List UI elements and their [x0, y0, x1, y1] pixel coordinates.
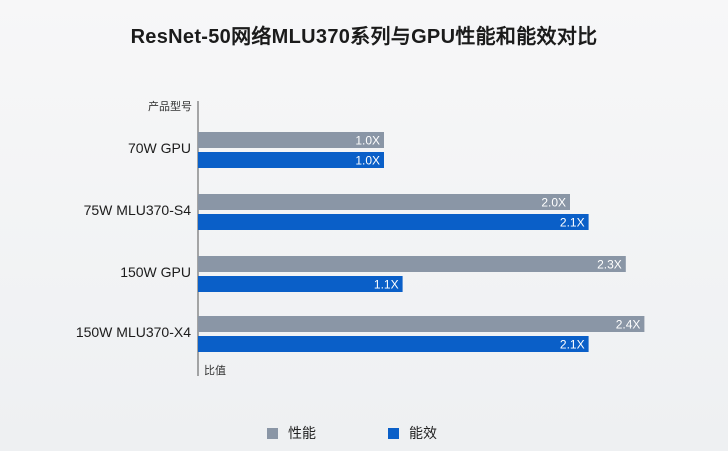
bar-efficiency — [198, 214, 589, 230]
data-label: 2.1X — [560, 338, 585, 352]
category-label: 75W MLU370-S4 — [84, 202, 192, 218]
category-label: 150W MLU370-X4 — [76, 324, 191, 340]
y-axis-label: 产品型号 — [148, 99, 192, 113]
data-label: 2.4X — [616, 318, 641, 332]
legend: 性能 能效 — [0, 423, 728, 443]
chart-title: ResNet-50网络MLU370系列与GPU性能和能效对比 — [130, 26, 598, 48]
data-label: 1.0X — [355, 134, 380, 148]
bar-efficiency — [198, 276, 403, 292]
legend-item-efficiency: 能效 — [388, 423, 437, 443]
data-label: 2.0X — [541, 196, 566, 210]
bar-performance — [198, 132, 384, 148]
bar-performance — [198, 194, 570, 210]
legend-label-performance: 性能 — [288, 425, 316, 441]
legend-swatch-efficiency — [388, 427, 399, 439]
x-axis-label: 比值 — [204, 364, 226, 377]
bar-performance — [198, 256, 626, 272]
bar-efficiency — [198, 336, 589, 352]
data-label: 1.1X — [374, 278, 399, 292]
category-label: 70W GPU — [128, 140, 191, 156]
data-label: 2.3X — [597, 258, 622, 272]
category-label: 150W GPU — [120, 264, 191, 280]
legend-label-efficiency: 能效 — [409, 425, 437, 441]
bar-efficiency — [198, 152, 384, 168]
data-label: 1.0X — [355, 154, 380, 168]
data-label: 2.1X — [560, 216, 585, 230]
legend-item-performance: 性能 — [267, 423, 316, 443]
bar-performance — [198, 316, 645, 332]
legend-swatch-performance — [267, 427, 278, 439]
